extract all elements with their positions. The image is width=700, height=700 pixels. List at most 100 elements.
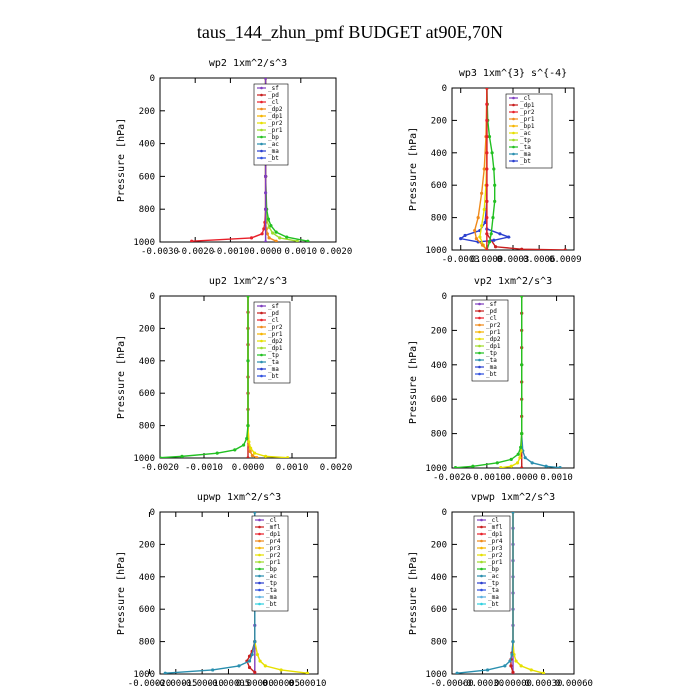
legend-label: _dp2 <box>486 336 501 343</box>
series-point <box>487 240 492 244</box>
series-point <box>160 456 162 458</box>
series-line-ta <box>521 296 561 468</box>
x-tick-label: 0.0006 <box>523 255 556 265</box>
x-tick-label: 0.0020 <box>320 463 353 473</box>
legend-label: _dp2 <box>268 338 283 345</box>
legend-marker <box>258 532 261 536</box>
legend-label: _ma <box>486 364 497 371</box>
series-point <box>509 464 513 468</box>
legend-label: _bt <box>486 371 497 378</box>
series-point <box>264 207 268 211</box>
series-point <box>285 235 289 239</box>
legend-label: _bt <box>488 601 499 608</box>
series-point <box>237 664 241 668</box>
y-tick-label: 1000 <box>425 464 447 474</box>
legend-marker <box>260 374 263 378</box>
y-tick-label: 800 <box>431 638 447 648</box>
legend-label: _pr1 <box>488 559 503 566</box>
y-axis-label: Pressure [hPa] <box>116 118 127 202</box>
series-point <box>511 670 515 674</box>
series-point <box>520 466 524 468</box>
series-point <box>453 466 458 468</box>
y-tick-label: 0 <box>150 292 155 302</box>
legend-marker <box>260 360 263 364</box>
x-tick-label: -0.00020 <box>128 679 171 689</box>
y-axis-label: Pressure [hPa] <box>116 551 127 635</box>
legend: _cl_mfl_dp1_pr4_pr3_pr2_pr1_bp_ac_tp_ta_… <box>251 515 289 612</box>
legend-marker <box>478 316 481 320</box>
series-point <box>255 652 260 657</box>
series-point <box>279 668 283 672</box>
x-tick-label: 0.0000 <box>471 255 504 265</box>
legend-label: _pr2 <box>520 109 535 116</box>
series-point <box>511 640 515 644</box>
series-point <box>520 363 524 367</box>
series-point <box>519 445 523 449</box>
series-point <box>558 466 562 468</box>
plot-frame <box>159 511 319 675</box>
series-point <box>264 454 268 458</box>
legend-marker <box>478 323 481 327</box>
y-tick-label: 1000 <box>133 454 155 464</box>
series-point <box>480 191 484 195</box>
series-point <box>263 664 267 668</box>
x-tick-label: 0.0000 <box>232 463 265 473</box>
panel-2: wp3 1xm^{3} s^{-4} Pressure [hPa] 0 200 400 6… <box>408 68 582 265</box>
series-point <box>242 443 246 447</box>
series-point <box>248 449 252 454</box>
legend-label: _pr1 <box>520 116 535 123</box>
panel-title: wp3 1xm^{3} s^{-4} <box>459 68 567 79</box>
series-point <box>250 652 254 657</box>
x-tick-label: -0.0010 <box>185 463 223 473</box>
legend-label: _ac <box>268 141 279 148</box>
series-point <box>495 461 499 465</box>
legend-label: _ta <box>486 357 497 364</box>
legend-marker <box>478 330 481 334</box>
x-tick-label: 0.0009 <box>549 255 582 265</box>
series-point <box>485 151 489 155</box>
x-tick-label: -0.0030 <box>141 247 179 257</box>
panel-1: wp2 1xm^2/s^3 Pressure [hPa] 0 200 400 600 800… <box>116 58 352 257</box>
series-point <box>511 512 515 514</box>
legend-marker <box>258 567 261 571</box>
legend-label: _ac <box>520 130 531 137</box>
series-point <box>265 232 269 236</box>
series-point <box>503 664 507 668</box>
series-point <box>253 640 257 644</box>
legend-marker <box>480 525 483 529</box>
series-point <box>509 457 513 461</box>
legend-label: _dp1 <box>488 531 503 538</box>
series-point <box>490 151 494 155</box>
y-tick-label: 800 <box>139 422 155 432</box>
legend-label: _sf <box>268 303 279 310</box>
series-point <box>508 659 512 663</box>
series-point <box>514 659 518 663</box>
legend-label: _pr1 <box>266 559 281 566</box>
series-point <box>485 102 489 106</box>
legend-label: _pr4 <box>266 538 281 545</box>
series-point <box>492 238 496 242</box>
series-point <box>523 456 527 460</box>
series-point <box>563 248 567 250</box>
x-tick-label: -0.00030 <box>461 679 504 689</box>
legend-label: _dp1 <box>266 531 281 538</box>
legend-label: _bt <box>268 155 279 162</box>
legend-marker <box>260 311 263 315</box>
legend-marker <box>258 553 261 557</box>
legend-marker <box>260 128 263 132</box>
series-point <box>247 654 252 658</box>
legend-label: _tp <box>266 580 277 587</box>
legend-label: _cl <box>268 317 279 324</box>
series-point <box>264 240 268 242</box>
y-tick-label: 800 <box>139 205 155 215</box>
legend-marker <box>258 581 261 585</box>
legend-label: _dp1 <box>486 343 501 350</box>
legend-marker <box>480 518 483 522</box>
series-point <box>463 233 467 238</box>
legend-label: _pr2 <box>268 324 283 331</box>
legend-label: _tp <box>488 580 499 587</box>
legend-marker <box>258 546 261 550</box>
legend-label: _pr2 <box>488 552 503 559</box>
series-point <box>520 432 524 436</box>
y-tick-label: 200 <box>431 116 447 126</box>
